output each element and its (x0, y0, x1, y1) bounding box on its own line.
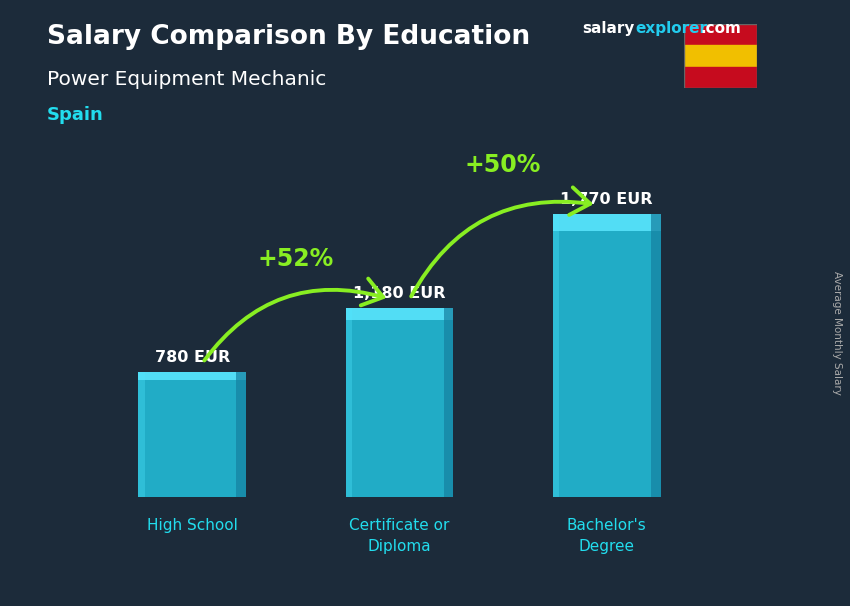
Bar (651, 214, 660, 497)
Text: 1,770 EUR: 1,770 EUR (560, 192, 653, 207)
Text: salary: salary (582, 21, 635, 36)
Bar (346, 308, 352, 497)
Bar (444, 308, 453, 497)
Bar (684, 24, 756, 45)
Text: Bachelor's
Degree: Bachelor's Degree (567, 518, 647, 554)
Text: +50%: +50% (465, 153, 541, 176)
Bar (139, 372, 246, 380)
Bar (552, 214, 660, 231)
Text: Certificate or
Diploma: Certificate or Diploma (349, 518, 450, 554)
Text: High School: High School (147, 518, 238, 533)
Bar (139, 372, 145, 497)
Bar (684, 45, 756, 67)
FancyArrowPatch shape (411, 187, 590, 296)
Bar (139, 372, 246, 497)
Bar (346, 308, 453, 320)
Bar (552, 214, 559, 497)
Bar (346, 308, 453, 497)
Bar (236, 372, 246, 497)
Text: +52%: +52% (258, 247, 334, 271)
Text: Spain: Spain (47, 106, 104, 124)
Bar (684, 67, 756, 88)
Text: 1,180 EUR: 1,180 EUR (354, 286, 445, 301)
Text: Power Equipment Mechanic: Power Equipment Mechanic (47, 70, 326, 88)
Text: explorer: explorer (635, 21, 707, 36)
Text: .com: .com (700, 21, 741, 36)
Bar (552, 214, 660, 497)
FancyArrowPatch shape (204, 279, 383, 361)
Text: Salary Comparison By Education: Salary Comparison By Education (47, 24, 530, 50)
Text: Average Monthly Salary: Average Monthly Salary (832, 271, 842, 395)
Text: 780 EUR: 780 EUR (155, 350, 230, 365)
